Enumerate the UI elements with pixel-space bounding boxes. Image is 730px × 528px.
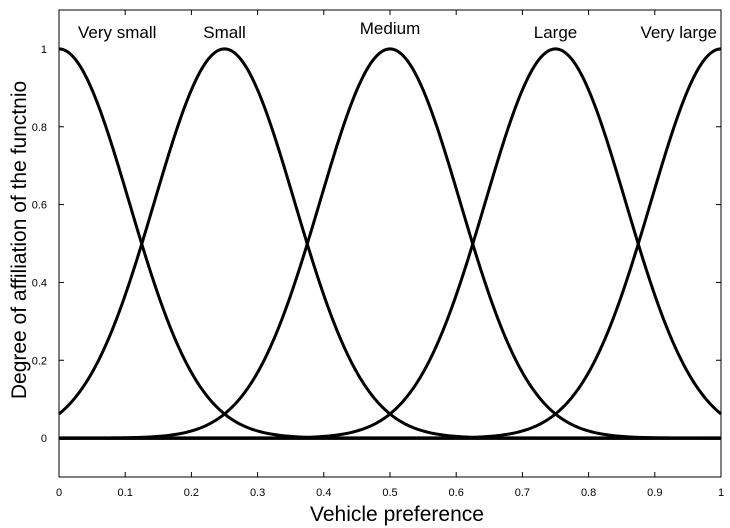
membership-label-very-large: Very large xyxy=(640,23,717,42)
membership-label-large: Large xyxy=(534,23,577,42)
membership-label-very-small: Very small xyxy=(78,23,156,42)
membership-label-small: Small xyxy=(203,23,246,42)
curve-very-large xyxy=(59,47,722,440)
y-tick-label: 0 xyxy=(41,433,47,445)
y-axis-title: Degree of affiliation of the functnio xyxy=(8,81,31,399)
membership-labels: Very small Small Medium Large Very large xyxy=(78,19,717,42)
x-tick-label: 0 xyxy=(56,487,62,499)
x-tick-label: 0.8 xyxy=(581,487,596,499)
x-tick-label: 0.6 xyxy=(449,487,464,499)
x-axis-title: Vehicle preference xyxy=(310,503,484,526)
x-tick-label: 1 xyxy=(718,487,724,499)
y-tick-label: 0.8 xyxy=(32,122,47,134)
x-tick-label: 0.5 xyxy=(382,487,397,499)
x-tick-label: 0.1 xyxy=(118,487,133,499)
plot-frame xyxy=(58,9,722,478)
x-tick-label: 0.4 xyxy=(316,487,331,499)
y-tick-label: 1 xyxy=(41,44,47,56)
axis-ticks xyxy=(58,10,722,477)
curve-large xyxy=(59,47,722,440)
x-tick-label: 0.9 xyxy=(647,487,662,499)
membership-label-medium: Medium xyxy=(360,19,420,38)
y-tick-label: 0.2 xyxy=(32,355,47,367)
membership-curves xyxy=(58,47,722,440)
x-tick-label: 0.7 xyxy=(515,487,530,499)
curve-medium xyxy=(59,47,721,440)
curve-very-small xyxy=(58,47,721,440)
x-tick-label: 0.3 xyxy=(250,487,265,499)
curve-small xyxy=(58,47,721,440)
y-tick-label: 0.6 xyxy=(32,200,47,212)
x-tick-label: 0.2 xyxy=(184,487,199,499)
y-tick-label: 0.4 xyxy=(32,277,47,289)
axis-tick-labels: 0 0.1 0.2 0.3 0.4 0.5 0.6 0.7 0.8 0.9 1 0 0.2 0.4 0.6 0… xyxy=(32,44,724,499)
